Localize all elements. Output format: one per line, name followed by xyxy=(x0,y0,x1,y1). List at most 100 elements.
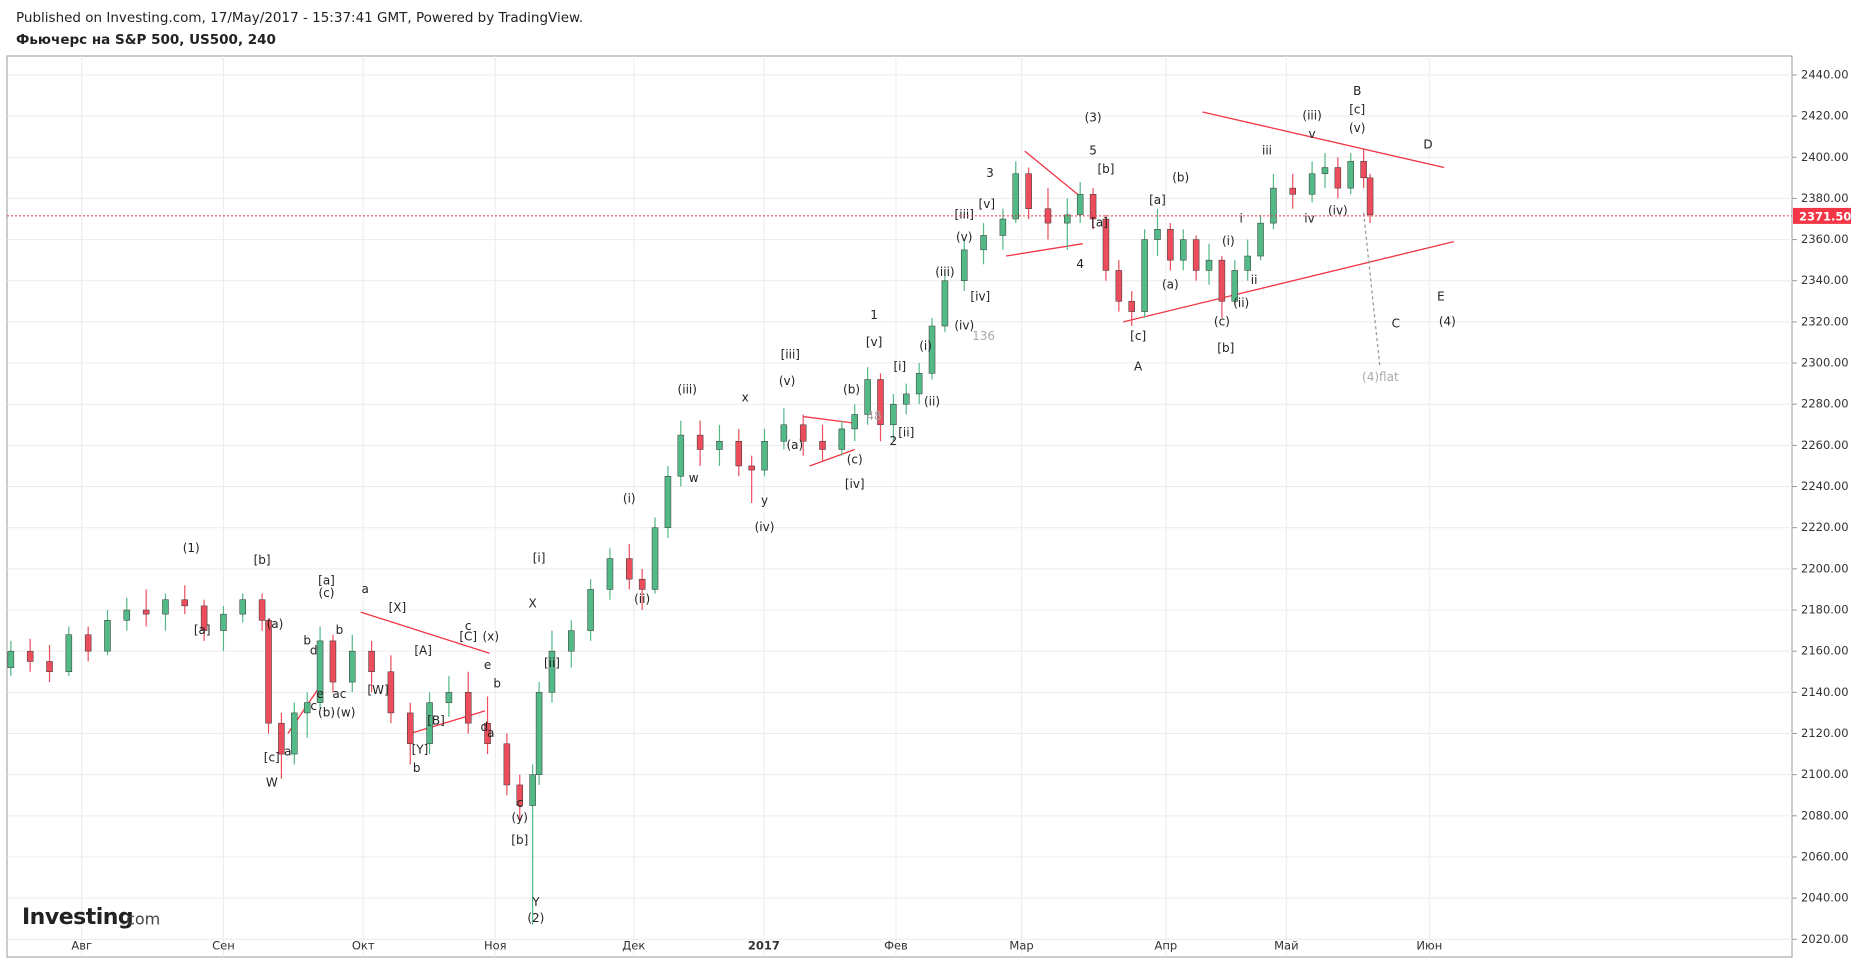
candle-body xyxy=(142,609,150,615)
candle-body xyxy=(464,692,472,724)
candle-body xyxy=(7,650,15,668)
candle-body xyxy=(851,414,858,430)
wave-label: [c] xyxy=(264,751,280,765)
candle-body xyxy=(368,650,375,673)
wave-label: (i) xyxy=(1222,234,1235,248)
trend-line xyxy=(1123,241,1454,323)
x-tick-label: Окт xyxy=(352,939,375,953)
x-tick-label: Май xyxy=(1274,939,1298,953)
wave-label: (v) xyxy=(779,374,795,388)
candle-body xyxy=(1089,194,1097,220)
candle-body xyxy=(1321,167,1329,174)
wave-label: [b] xyxy=(1097,162,1114,176)
wave-label: ii xyxy=(1251,273,1258,287)
x-tick-label: 2017 xyxy=(748,939,780,953)
candle-body xyxy=(1012,173,1020,220)
y-tick-label: 2360.00 xyxy=(1801,232,1849,246)
wave-label: [a] xyxy=(318,574,335,588)
wave-label: [i] xyxy=(533,551,546,565)
trend-line xyxy=(1024,150,1081,197)
wave-label: (4)flat xyxy=(1362,370,1399,384)
y-tick-label: 2180.00 xyxy=(1801,603,1849,617)
wave-label: (ii) xyxy=(634,592,650,606)
wave-label: (iii) xyxy=(1302,109,1321,123)
x-tick-label: Дек xyxy=(622,939,645,953)
wave-label: 48 xyxy=(866,409,881,423)
candle-body xyxy=(915,373,923,395)
wave-label: [iv] xyxy=(970,290,990,304)
x-tick-label: Сен xyxy=(212,939,235,953)
wave-label: 3 xyxy=(986,166,994,180)
last-price-tag xyxy=(1793,207,1851,224)
wave-label: v xyxy=(1309,127,1316,141)
trend-line xyxy=(360,611,490,654)
wave-label: W xyxy=(266,775,278,789)
wave-label: (iv) xyxy=(1328,203,1348,217)
wave-label: d xyxy=(310,644,318,658)
candle-body xyxy=(735,441,743,467)
y-tick-label: 2280.00 xyxy=(1801,397,1849,411)
wave-label: w xyxy=(689,471,699,485)
y-tick-label: 2140.00 xyxy=(1801,685,1849,699)
candle-body xyxy=(303,702,311,714)
candle-body xyxy=(1289,187,1297,195)
y-tick-label: 2260.00 xyxy=(1801,438,1849,452)
wave-label: (iii) xyxy=(935,265,954,279)
candle-body xyxy=(587,589,594,631)
candle-body xyxy=(1128,301,1135,312)
candle-body xyxy=(1308,173,1316,195)
logo-name: Investing xyxy=(22,905,133,930)
candle-body xyxy=(877,379,884,426)
candle-body xyxy=(1141,239,1148,312)
candle-body xyxy=(819,441,826,450)
x-tick-label: Апр xyxy=(1155,939,1178,953)
wave-label: D xyxy=(1423,137,1432,151)
y-tick-label: 2080.00 xyxy=(1801,808,1849,822)
wave-label: 4 xyxy=(1076,257,1084,271)
candle-body xyxy=(104,620,111,652)
candle-body xyxy=(903,393,910,405)
x-tick-label: Июн xyxy=(1416,939,1442,953)
wave-label: iv xyxy=(1304,211,1314,225)
trend-line xyxy=(1362,212,1381,366)
wave-label: [a] xyxy=(1149,193,1166,207)
wave-label: [b] xyxy=(254,553,271,567)
wave-label: X xyxy=(529,596,537,610)
trend-line xyxy=(1202,111,1445,169)
wave-label: c xyxy=(516,796,523,810)
x-tick-label: Ноя xyxy=(484,939,507,953)
candle-body xyxy=(278,722,285,755)
candle-body xyxy=(484,722,491,745)
published-note: Published on Investing.com, 17/May/2017 … xyxy=(16,10,583,26)
wave-label: [ii] xyxy=(544,656,560,670)
wave-label: (i) xyxy=(919,339,932,353)
candle-body xyxy=(265,620,272,724)
wave-label: (a) xyxy=(1162,277,1179,291)
candle-body xyxy=(548,650,556,693)
plot-layer: 2020.00 2040.00 2060.00 2080.00 2100.00 2120.… xyxy=(7,56,1851,957)
candle-body xyxy=(716,441,723,450)
wave-label: e xyxy=(316,687,323,701)
y-tick-label: 2380.00 xyxy=(1801,191,1849,205)
candle-body xyxy=(181,599,189,607)
y-tick-label: 2040.00 xyxy=(1801,891,1849,905)
candle-body xyxy=(46,661,53,673)
candle-body xyxy=(838,428,846,450)
wave-label: (1) xyxy=(183,541,200,555)
trend-line xyxy=(803,415,852,424)
candle-body xyxy=(1154,229,1161,240)
candle-body xyxy=(941,280,949,327)
wave-label: [a] xyxy=(1091,216,1108,230)
candle-body xyxy=(980,235,987,251)
candle-body xyxy=(638,578,646,590)
candle-body xyxy=(568,630,575,652)
wave-label: [A] xyxy=(414,644,432,658)
candle-body xyxy=(606,558,614,590)
wave-label: a xyxy=(487,726,494,740)
wave-label: (a) xyxy=(786,438,803,452)
wave-label: [C] xyxy=(459,629,477,643)
logo-suffix: .com xyxy=(121,910,160,929)
wave-label: [B] xyxy=(427,714,445,728)
wave-label: [c] xyxy=(1349,102,1365,116)
